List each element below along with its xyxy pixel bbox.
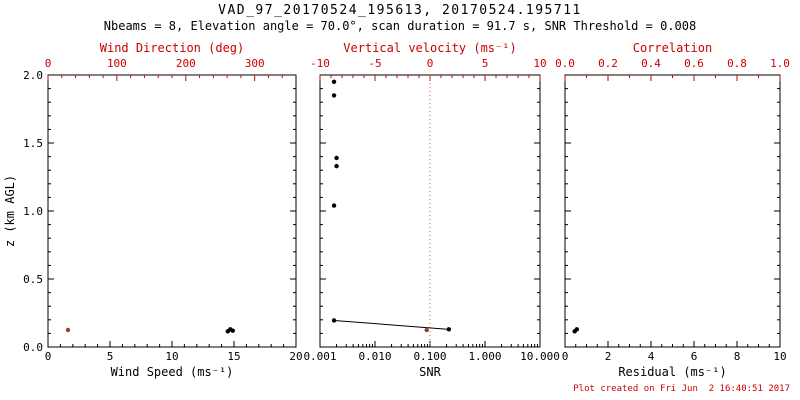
axis-text: 0.001 — [303, 350, 336, 363]
axis-text: 10 — [533, 57, 546, 70]
axis-text: Wind Speed (ms⁻¹) — [111, 365, 234, 379]
axis-text: Wind Direction (deg) — [100, 41, 245, 55]
axis-text: 0.6 — [684, 57, 704, 70]
axis-text: 10 — [165, 350, 178, 363]
snr-low-segment-point — [446, 327, 452, 332]
axis-text: -5 — [368, 57, 381, 70]
axis-text: 300 — [245, 57, 265, 70]
axis-text: 5 — [107, 350, 114, 363]
axis-text: 0.100 — [413, 350, 446, 363]
snr-low-segment-line — [334, 319, 449, 330]
axis-text: 0 — [427, 57, 434, 70]
plot-frame — [564, 74, 781, 348]
axis-text: 0 — [45, 57, 52, 70]
axis-text: 15 — [227, 350, 240, 363]
axis-text: 4 — [648, 350, 655, 363]
snr-profile-point — [331, 203, 337, 208]
axis-text: 6 — [691, 350, 698, 363]
wind-direction-point — [65, 327, 71, 333]
axis-text: 1.0 — [23, 205, 43, 218]
axis-text: 0.4 — [641, 57, 661, 70]
snr-profile-point — [334, 155, 339, 161]
axis-text: SNR — [419, 365, 441, 379]
wind-speed-point — [230, 328, 235, 333]
vertical-velocity-point — [424, 327, 429, 333]
axis-text: 10 — [773, 350, 786, 363]
axis-text: 10.000 — [520, 350, 560, 363]
axis-text: 0.2 — [598, 57, 618, 70]
axis-text: 0.8 — [727, 57, 747, 70]
axis-text: 0 — [45, 350, 52, 363]
axis-text: -10 — [310, 57, 330, 70]
axis-text: 0.5 — [23, 273, 43, 286]
axis-text: 0.0 — [23, 341, 43, 354]
axis-text: 100 — [107, 57, 127, 70]
snr-profile-point — [331, 93, 337, 98]
snr-profile-point — [331, 79, 337, 85]
axis-text: 0 — [562, 350, 569, 363]
plot-timestamp: Plot created on Fri Jun 2 16:40:51 2017 — [573, 384, 790, 394]
panel-snr: 0.001 0.010 0.100 1.000 10.000 -10 -5 0 5 10 SNR Ve… — [303, 41, 559, 379]
axis-text: Correlation — [633, 41, 712, 55]
axis-text: 0.0 — [555, 57, 575, 70]
axis-text: 200 — [176, 57, 196, 70]
axis-text: 1.000 — [468, 350, 501, 363]
plot-subtitle: Nbeams = 8, Elevation angle = 70.0°, sca… — [103, 19, 697, 33]
snr-low-segment-point — [331, 318, 337, 323]
axis-text: Residual (ms⁻¹) — [618, 365, 726, 379]
snr-profile-point — [334, 163, 339, 169]
axis-text: z (km AGL) — [3, 175, 17, 247]
axis-text: 2 — [605, 350, 612, 363]
axis-text: 5 — [482, 57, 489, 70]
residual-point — [574, 327, 580, 332]
axis-text: Vertical velocity (ms⁻¹) — [343, 41, 516, 55]
axis-text: 1.5 — [23, 137, 43, 150]
axis-text: 20 — [289, 350, 302, 363]
axis-text: 1.0 — [770, 57, 790, 70]
plot-title: VAD_97_20170524_195613, 20170524.195711 — [218, 3, 582, 18]
plot-frame — [47, 74, 297, 348]
axis-text: 2.0 — [23, 69, 43, 82]
panel-residual: 0 2 4 6 8 10 0.0 0.2 0.4 0.6 0.8 1.0 Residual (ms⁻¹)… — [555, 41, 790, 379]
axis-text: 8 — [734, 350, 741, 363]
axis-text: 0.010 — [358, 350, 391, 363]
